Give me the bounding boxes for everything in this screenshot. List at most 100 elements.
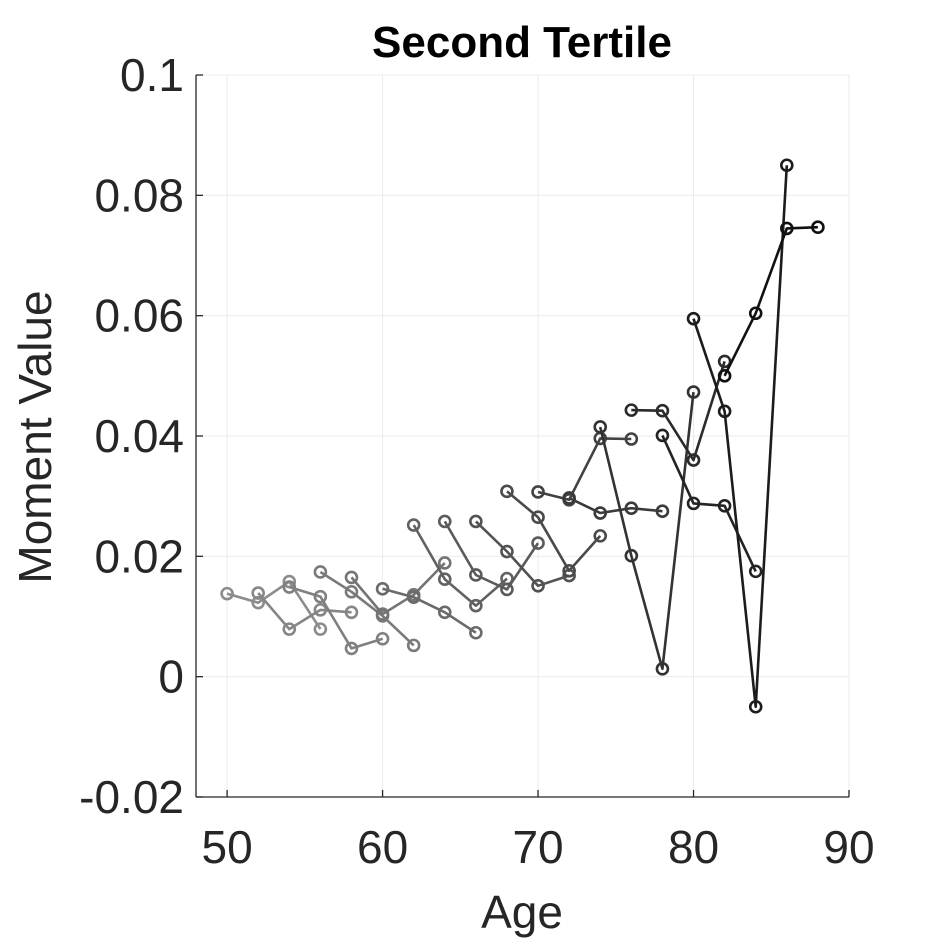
data-point (313, 589, 328, 604)
series-line (257, 592, 352, 631)
series-line (382, 587, 477, 634)
data-point (655, 428, 670, 443)
series-line (350, 562, 446, 616)
data-point (717, 404, 732, 419)
series-12 (562, 491, 670, 520)
series-5 (344, 556, 452, 621)
data-point (375, 607, 390, 621)
y-axis-label: Moment Value (9, 290, 61, 583)
series-9 (469, 514, 576, 593)
data-point (344, 605, 359, 620)
data-point (251, 586, 265, 600)
data-point (811, 220, 825, 235)
y-tick-label: 0 (158, 651, 184, 703)
series-16 (686, 158, 794, 714)
series-line (412, 524, 508, 608)
data-point (375, 631, 390, 646)
data-point (593, 506, 608, 520)
series-10 (500, 484, 608, 578)
data-point (624, 403, 639, 417)
data-point (717, 354, 732, 369)
data-point (593, 420, 608, 434)
series-line (288, 585, 383, 650)
data-point (624, 501, 639, 516)
data-point (344, 570, 359, 585)
data-point (313, 622, 328, 636)
series-8 (437, 514, 545, 597)
data-point (313, 603, 328, 617)
data-point (437, 514, 452, 529)
data-point (531, 485, 545, 499)
data-point (469, 568, 483, 582)
data-point (313, 565, 328, 579)
data-point (469, 625, 483, 640)
series-line (631, 361, 726, 462)
data-point (282, 580, 297, 594)
data-point (686, 311, 701, 326)
data-point (717, 369, 732, 383)
y-tick-label: 0.08 (94, 169, 184, 221)
series-line (443, 520, 540, 591)
series-line (474, 520, 570, 588)
data-point (437, 605, 452, 620)
data-point (624, 432, 639, 446)
data-point (282, 622, 297, 636)
data-point (469, 514, 483, 529)
x-tick-label: 60 (357, 821, 408, 873)
data-point (344, 641, 359, 656)
data-point (375, 582, 390, 596)
series-13 (593, 385, 701, 676)
series-4 (313, 565, 421, 653)
data-point (437, 572, 452, 586)
y-tick-label: 0.1 (120, 49, 184, 101)
data-point (251, 595, 265, 610)
series-6 (375, 582, 483, 640)
data-point (748, 306, 763, 321)
series-line (568, 496, 663, 515)
data-point (593, 529, 608, 543)
series-17 (717, 220, 825, 383)
series-2 (251, 586, 359, 636)
data-point (500, 582, 514, 597)
data-point (220, 586, 234, 601)
data-point (344, 585, 359, 599)
series-3 (282, 580, 390, 656)
data-point (531, 579, 545, 593)
y-tick-label: -0.02 (79, 771, 184, 823)
data-point (717, 498, 732, 513)
series-15 (655, 428, 763, 579)
series-line (506, 490, 602, 573)
series-line (723, 225, 818, 377)
x-tick-label: 80 (668, 821, 719, 873)
series-line (537, 437, 632, 502)
data-point (686, 385, 701, 399)
data-point (469, 598, 483, 613)
series-11 (531, 431, 639, 507)
data-point (531, 536, 545, 550)
series-14 (624, 354, 732, 467)
data-point (686, 496, 701, 511)
axes-layer (195, 74, 850, 798)
data-point (748, 564, 763, 579)
data-point (780, 221, 794, 236)
data-point (748, 699, 763, 714)
data-point (562, 563, 576, 578)
data-point (500, 484, 514, 499)
data-point (624, 548, 639, 563)
tick-label-layer: 50 60 70 80 90 -0.02 0 0.02 0.04 0.06 0.08 0.1 (79, 49, 874, 873)
y-tick-label: 0.02 (94, 530, 184, 582)
x-tick-label: 70 (512, 821, 563, 873)
grid-layer (196, 74, 850, 798)
chart-title: Second Tertile (372, 18, 672, 67)
series-line (661, 434, 757, 572)
data-point (655, 504, 670, 519)
x-tick-label: 90 (823, 821, 874, 873)
data-point (406, 638, 421, 653)
series-line (692, 165, 789, 709)
series-line (226, 580, 322, 630)
series-1 (220, 574, 328, 636)
y-tick-label: 0.04 (94, 410, 184, 462)
data-point (406, 590, 421, 605)
data-point (655, 662, 670, 676)
